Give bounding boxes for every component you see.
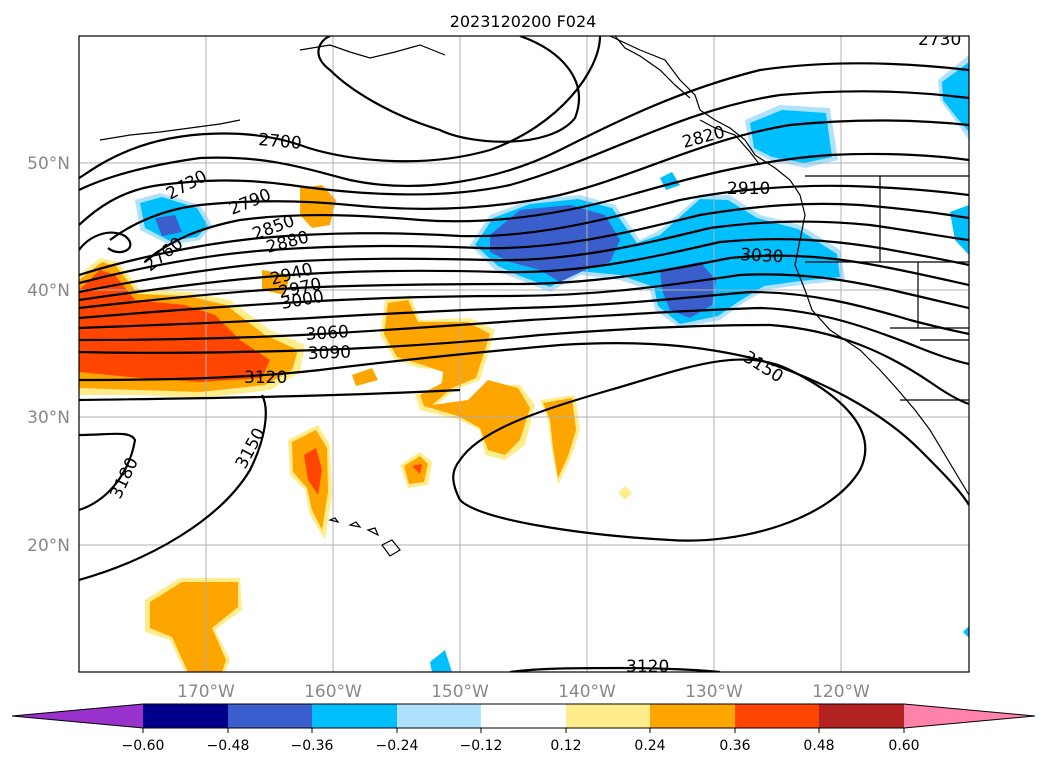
lat-label: 50°N [27, 154, 70, 174]
colorbar-segment [904, 704, 1035, 728]
colorbar-segment [12, 704, 143, 728]
colorbar-segment [650, 704, 735, 728]
lon-label: 120°W [812, 682, 870, 702]
contour-label: 3030 [740, 245, 784, 267]
lon-label: 160°W [304, 682, 362, 702]
colorbar-tick-label: 0.36 [719, 738, 750, 754]
colorbar-tick-label: −0.48 [207, 738, 250, 754]
colorbar-tick-label: −0.36 [291, 738, 334, 754]
colorbar-segment [819, 704, 904, 728]
lon-label: 130°W [685, 682, 743, 702]
contour-label: 2730 [918, 30, 961, 50]
lon-label: 150°W [431, 682, 489, 702]
contour-label: 2700 [258, 130, 303, 154]
colorbar-segment [481, 704, 566, 728]
contour-label: 2910 [727, 179, 770, 199]
colorbar-segment [735, 704, 819, 728]
map-title: 2023120200 F024 [450, 12, 597, 31]
lat-label: 40°N [27, 281, 70, 301]
contour-label: 3090 [307, 342, 351, 363]
map-panel: 2700 2730 2730 2760 2790 2820 2850 2880 … [79, 30, 969, 677]
colorbar-tick-label: −0.12 [460, 738, 503, 754]
longitude-labels: 170°W 160°W 150°W 140°W 130°W 120°W [177, 682, 870, 702]
colorbar-tick-label: 0.12 [550, 738, 581, 754]
colorbar-tick-label: 0.60 [888, 738, 919, 754]
colorbar-segment [397, 704, 481, 728]
colorbar-segment [312, 704, 397, 728]
map-figure: 2023120200 F024 [0, 0, 1047, 765]
colorbar-tick-label: 0.24 [634, 738, 665, 754]
colorbar-segment [228, 704, 312, 728]
lon-label: 140°W [558, 682, 616, 702]
contour-label: 3060 [305, 322, 350, 345]
colorbar-tick-label: −0.60 [122, 738, 165, 754]
lat-label: 30°N [27, 408, 70, 428]
colorbar-tick-label: −0.24 [376, 738, 419, 754]
colorbar-segment [143, 704, 228, 728]
latitude-labels: 50°N 40°N 30°N 20°N [27, 154, 70, 556]
colorbar-tick-label: 0.48 [803, 738, 834, 754]
contour-label: 3120 [626, 657, 669, 677]
lon-label: 170°W [177, 682, 235, 702]
colorbar: −0.60 −0.48 −0.36 −0.24 −0.12 0.12 0.24 … [12, 704, 1035, 754]
contour-label: 3120 [244, 368, 287, 388]
colorbar-segment [566, 704, 650, 728]
lat-label: 20°N [27, 536, 70, 556]
